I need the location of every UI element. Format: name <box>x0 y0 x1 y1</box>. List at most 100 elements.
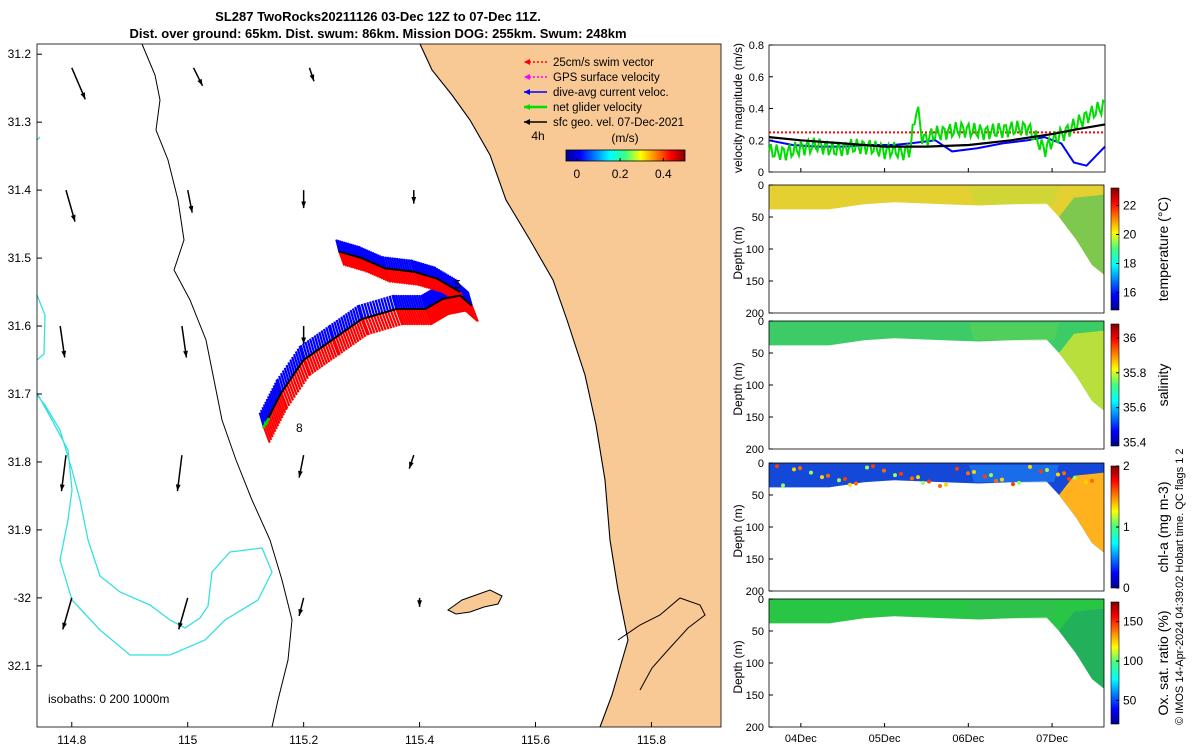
swim-vectors-upper-vector <box>449 286 457 301</box>
section-colorbar-tick-label: 20 <box>1123 227 1137 241</box>
swim-vectors-upper-vector <box>372 263 380 278</box>
swim-vectors-vector <box>415 308 424 326</box>
swim-vectors-upper-vector <box>391 268 399 284</box>
section-ytick-label: 100 <box>746 658 764 670</box>
swim-vectors-upper-vector <box>394 269 402 284</box>
dive-avg-current-vectors-upper-vector <box>362 247 368 261</box>
chl-sample-dot <box>1011 482 1015 487</box>
dive-avg-current-vectors-vector <box>278 375 285 391</box>
swim-vectors-vector <box>398 308 407 326</box>
swim-vectors-vector <box>279 393 288 411</box>
chl-sample-dot <box>989 473 993 478</box>
dive-avg-current-vectors-upper-vector <box>429 265 435 278</box>
swim-vectors-upper-vector <box>459 291 467 307</box>
swim-vectors-upper-vector <box>435 278 444 293</box>
dive-avg-current-vectors-vector <box>342 314 349 330</box>
swim-vectors-vector <box>278 396 287 414</box>
section-data-field <box>769 321 1104 411</box>
swim-vectors-vector <box>266 418 275 435</box>
swim-vectors-upper-vector <box>451 287 459 303</box>
swim-vectors-upper-vector <box>421 273 429 289</box>
swim-vectors-upper-vector <box>412 271 420 287</box>
swim-vectors-vector <box>322 345 331 363</box>
velocity-axes-frame <box>768 44 1106 173</box>
swim-vectors-vector <box>443 298 452 315</box>
swim-vectors-vector <box>271 409 280 427</box>
velocity-panel: 0 0.2 0.4 0.6 0.8 velocity magnitude (m/s) <box>731 40 1106 179</box>
swim-vectors-upper-vector <box>368 261 376 277</box>
swim-vectors-upper-vector <box>378 265 386 281</box>
velocity-ytick-label: 0.8 <box>749 40 764 52</box>
speed-colorbar-tick-label: 0.2 <box>612 167 629 181</box>
section-colorbar-label: temperature (°C) <box>1155 197 1171 301</box>
dive-avg-current-vectors-upper-vector <box>412 260 418 273</box>
swim-vectors-vector <box>436 301 445 319</box>
dive-avg-current-vectors-vector <box>354 306 361 322</box>
swim-vectors-vector <box>381 312 390 330</box>
map-xtick-label: 114.8 <box>57 733 86 747</box>
dive-avg-current-vectors-vector <box>333 321 340 336</box>
chl-sample-dot <box>972 469 976 474</box>
section-ytick-label: 100 <box>746 380 764 392</box>
swim-vectors-vector <box>419 308 428 326</box>
swim-vectors-vector <box>408 308 417 326</box>
dive-avg-current-vectors-upper-vector <box>338 240 345 253</box>
chl-sample-dot <box>1073 475 1077 480</box>
dive-avg-current-vectors-vector <box>327 325 334 340</box>
section-mid-patch <box>969 187 1059 205</box>
dive-avg-current-vectors-vector <box>276 378 283 393</box>
date-tick-label: 04Dec <box>785 733 817 745</box>
swim-vectors-upper-vector <box>349 254 357 270</box>
dive-avg-current-vectors-vector <box>328 324 335 340</box>
swim-vectors-vector <box>298 365 307 382</box>
dive-avg-current-vectors-vector <box>429 289 436 305</box>
dive-avg-current-vectors-upper-vector <box>344 242 350 255</box>
chl-sample-dot <box>798 466 802 471</box>
dive-avg-current-vectors-upper-vector <box>367 250 373 263</box>
section-ylabel: Depth (m) <box>731 640 745 693</box>
swim-vectors-vector <box>389 310 398 328</box>
swim-vectors-vector <box>300 362 309 380</box>
chl-sample-dot <box>809 470 813 475</box>
chl-sample-dot <box>781 483 785 488</box>
chl-sample-dot <box>916 475 920 480</box>
section-colorbar <box>1110 187 1120 311</box>
swim-vectors-upper-vector <box>351 254 359 270</box>
section-colorbar-tick-label: 35.4 <box>1123 436 1147 450</box>
swim-vectors-upper-vector <box>405 270 413 286</box>
geo-velocity-arrow <box>177 597 189 630</box>
dive-avg-current-vectors-vector <box>391 294 398 310</box>
swim-vectors-upper-vector <box>380 266 388 282</box>
dive-avg-current-vectors-vector <box>388 295 395 311</box>
dive-avg-current-vectors-upper-vector <box>432 266 439 279</box>
dive-avg-current-vectors-vector <box>427 290 435 305</box>
dive-avg-current-vectors-upper-vector <box>384 256 390 269</box>
section-colorbar-label: chl-a (mg m-3) <box>1155 481 1171 572</box>
map-xtick-label: 115.4 <box>405 733 434 747</box>
dive-avg-current-vectors-vector <box>422 293 429 309</box>
section-colorbar-tick-label: 0 <box>1123 581 1130 595</box>
dive-avg-current-vectors-vector <box>366 302 373 317</box>
legend-entry-label: GPS surface velocity <box>553 72 660 84</box>
swim-vectors-upper <box>338 251 467 307</box>
section-panel-3: 0 50 100 150 200 Depth (m) 0 1 2 chl-a (mg m-3) <box>731 458 1171 598</box>
swim-vectors-vector <box>355 322 365 339</box>
dive-avg-current-vectors-vector <box>356 304 363 320</box>
section-colorbar-tick-label: 1 <box>1123 520 1130 534</box>
swim-vectors-upper-vector <box>396 269 404 285</box>
legend-arrowhead <box>524 119 530 125</box>
dive-avg-current-vectors-vector <box>293 353 300 369</box>
swim-vectors-vector <box>378 313 387 331</box>
chl-sample-dot <box>921 480 925 485</box>
speed-colorbar-tick-label: 0 <box>573 167 580 181</box>
swim-vectors-vector <box>438 300 448 317</box>
swim-vectors-upper-vector <box>376 264 384 280</box>
dive-avg-current-vectors-vector <box>269 390 276 406</box>
section-ytick-label: 100 <box>746 244 764 256</box>
dive-avg-current-vectors-vector <box>411 294 418 310</box>
dive-avg-current-vectors-upper-vector <box>419 262 426 275</box>
chl-sample-dot <box>1056 472 1060 477</box>
swim-vectors-upper-vector <box>338 251 346 266</box>
swim-vectors-upper-vector <box>401 269 409 285</box>
